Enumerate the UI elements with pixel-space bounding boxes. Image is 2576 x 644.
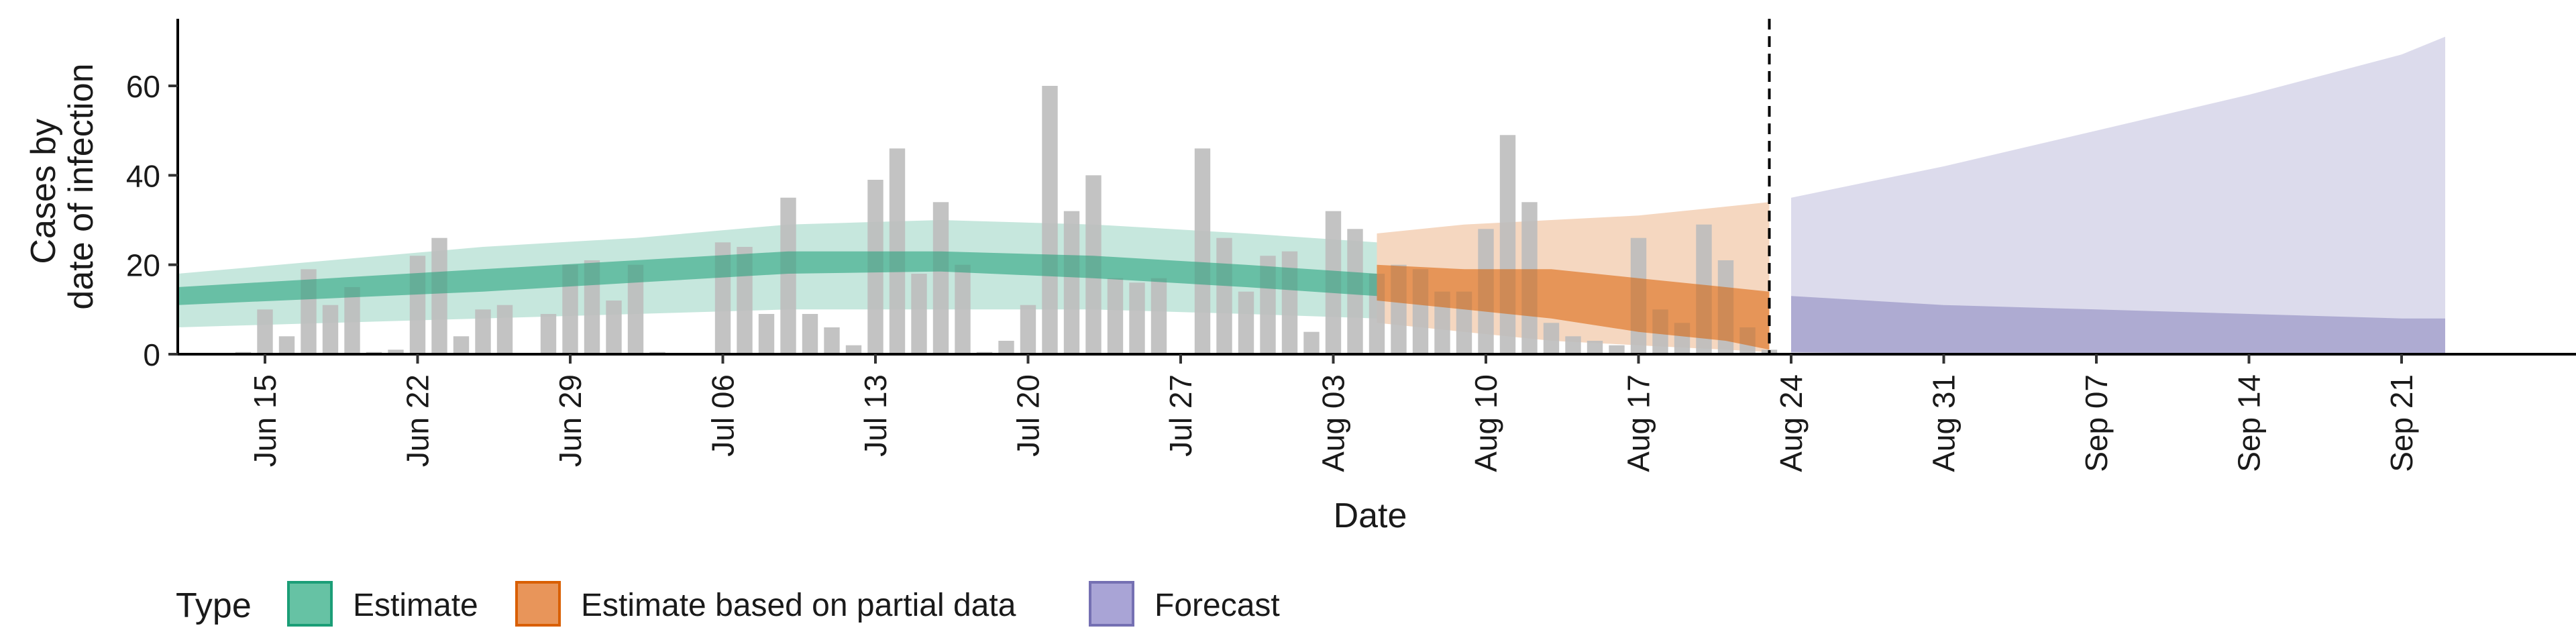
case-bar — [1063, 211, 1080, 354]
legend-swatch — [1089, 581, 1134, 627]
y-axis-title-line-2: date of infection — [62, 63, 101, 309]
x-tick-label: Jul 27 — [1163, 374, 1198, 457]
x-axis-title: Date — [1334, 496, 1407, 535]
case-bar — [344, 287, 360, 354]
case-bar — [1281, 251, 1298, 354]
legend-label: Estimate based on partial data — [581, 588, 1016, 623]
case-bar — [1129, 282, 1145, 354]
y-tick-label: 20 — [126, 248, 160, 283]
legend-title: Type — [176, 586, 252, 625]
case-bar — [322, 305, 339, 354]
case-bar — [496, 305, 513, 354]
case-bar — [932, 202, 949, 354]
x-axis-ticks: Jun 15 Jun 22 Jun 29 Jul 06 Jul 13 Jul 20 Jul … — [248, 354, 2419, 472]
case-bar — [1150, 278, 1167, 354]
case-bar — [1042, 86, 1058, 354]
case-bar — [911, 274, 927, 354]
legend: Type Estimate Estimate based on partial d… — [176, 581, 1280, 627]
x-tick-label: Jul 06 — [706, 374, 741, 457]
case-bar — [889, 148, 906, 355]
x-tick-label: Sep 21 — [2384, 374, 2419, 472]
estimate-bands — [178, 36, 2445, 354]
case-bar — [409, 256, 426, 354]
case-bar — [802, 314, 818, 354]
legend-label: Estimate — [353, 588, 478, 623]
case-bar — [1303, 331, 1320, 354]
x-tick-label: Aug 24 — [1774, 374, 1809, 472]
x-tick-label: Sep 14 — [2232, 374, 2267, 472]
x-tick-label: Jun 29 — [553, 374, 588, 467]
case-bar — [1587, 341, 1603, 354]
x-tick-label: Jul 13 — [858, 374, 893, 457]
y-tick-label: 0 — [143, 337, 160, 372]
x-tick-label: Aug 10 — [1468, 374, 1503, 472]
case-bar — [1543, 323, 1560, 354]
case-bar — [1609, 345, 1625, 354]
y-axis-title: Cases by date of infection — [24, 63, 101, 309]
case-bar — [824, 327, 840, 354]
case-bar — [278, 336, 295, 354]
case-bar — [845, 345, 862, 354]
case-bar — [627, 264, 644, 354]
case-bar — [758, 314, 775, 354]
case-bar — [540, 314, 557, 354]
x-tick-label: Jun 15 — [248, 374, 282, 467]
case-bar — [998, 341, 1014, 354]
x-tick-label: Jun 22 — [400, 374, 435, 467]
x-tick-label: Sep 07 — [2079, 374, 2114, 472]
case-bar — [1216, 237, 1232, 354]
estimate-inner-band — [178, 251, 1377, 305]
case-bar — [1020, 305, 1036, 354]
legend-swatch — [515, 581, 561, 627]
x-tick-label: Aug 03 — [1316, 374, 1351, 472]
case-bar — [475, 309, 491, 354]
case-bar — [606, 301, 622, 354]
y-tick-label: 60 — [126, 69, 160, 104]
x-tick-label: Aug 31 — [1927, 374, 1962, 472]
axes — [176, 19, 2576, 356]
legend-label: Forecast — [1155, 588, 1280, 623]
case-bar — [453, 336, 470, 354]
case-bar — [431, 237, 447, 354]
forecast-inner-band — [1791, 296, 2445, 354]
forecast-outer-band — [1791, 36, 2445, 354]
legend-swatch — [287, 581, 333, 627]
case-bar — [562, 264, 578, 354]
x-tick-label: Jul 20 — [1011, 374, 1046, 457]
case-bar — [1194, 148, 1211, 355]
y-tick-label: 40 — [126, 158, 160, 193]
case-bar — [1499, 135, 1516, 355]
case-bar — [388, 350, 404, 354]
case-bar — [1238, 291, 1254, 354]
y-axis-ticks: 0 20 40 60 — [126, 69, 178, 372]
estimate-bands-front — [178, 251, 2445, 354]
case-bar — [955, 264, 971, 354]
case-bar — [1565, 336, 1581, 354]
case-bar — [257, 309, 273, 354]
y-axis-title-line-1: Cases by — [24, 119, 63, 264]
x-tick-label: Aug 17 — [1621, 374, 1656, 472]
estimate-based-on-partial-data-inner-band — [1377, 264, 1770, 350]
case-bar — [1107, 278, 1124, 354]
case-bar — [780, 197, 796, 354]
